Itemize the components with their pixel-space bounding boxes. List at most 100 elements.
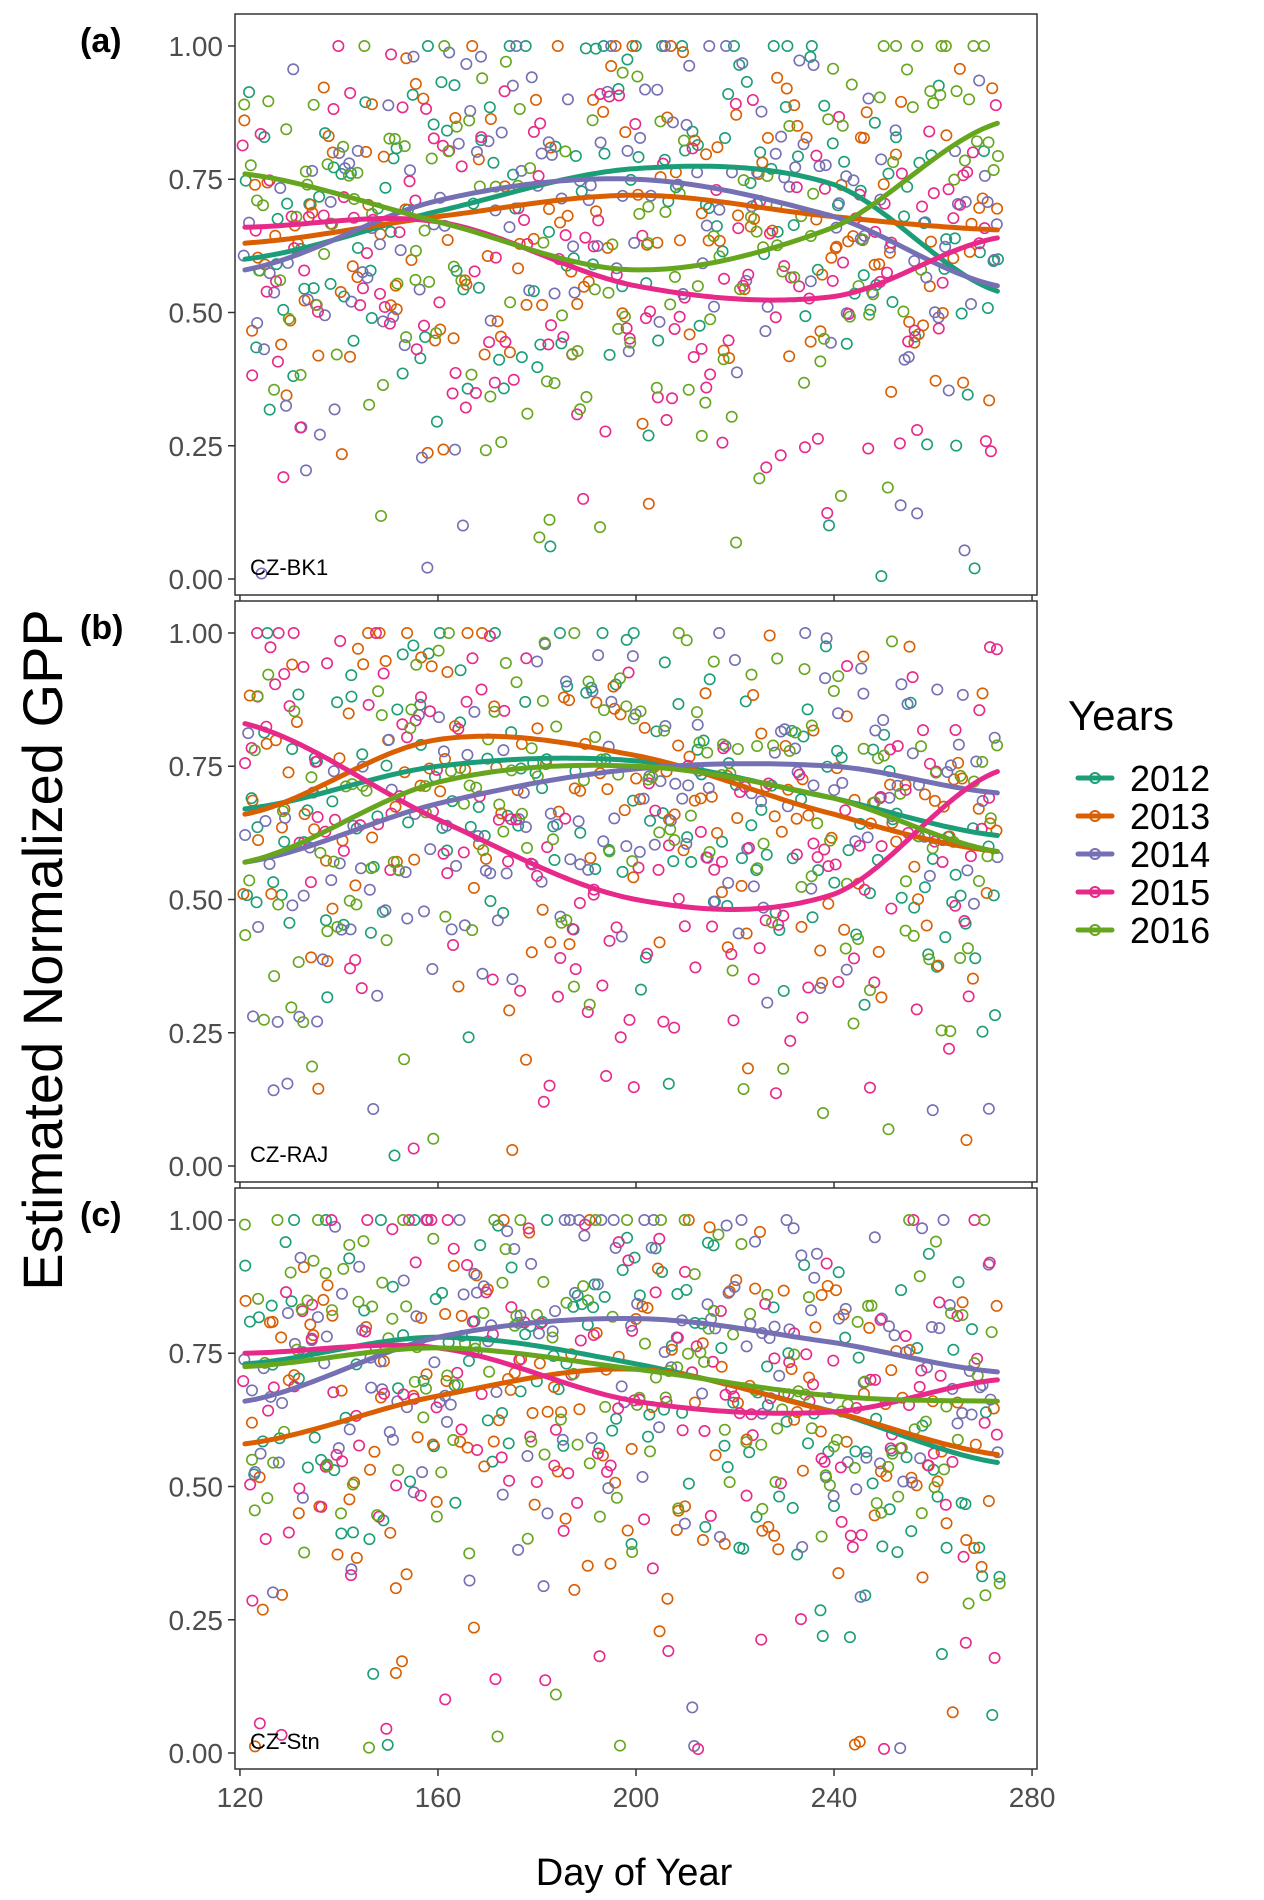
point-2013 bbox=[373, 626, 386, 639]
point-2014 bbox=[541, 1507, 554, 1520]
point-2012 bbox=[596, 626, 609, 639]
point-2015 bbox=[853, 839, 866, 852]
point-2015 bbox=[311, 305, 324, 318]
y-tick-label: 0.75 bbox=[169, 164, 224, 195]
point-2014 bbox=[551, 818, 564, 831]
point-2014 bbox=[735, 1213, 748, 1226]
point-2015 bbox=[692, 1743, 705, 1756]
point-2013 bbox=[761, 131, 774, 144]
point-2014 bbox=[353, 1260, 366, 1273]
point-2014 bbox=[413, 283, 426, 296]
point-2012 bbox=[969, 952, 982, 965]
point-2016 bbox=[735, 1237, 748, 1250]
point-2015 bbox=[569, 963, 582, 976]
point-2013 bbox=[668, 808, 681, 821]
point-2014 bbox=[311, 1015, 324, 1028]
point-2012 bbox=[699, 1520, 712, 1533]
point-2015 bbox=[878, 1742, 891, 1755]
point-2012 bbox=[335, 1527, 348, 1540]
point-2013 bbox=[740, 927, 753, 940]
point-2015 bbox=[592, 214, 605, 227]
point-2013 bbox=[940, 1517, 953, 1530]
point-2013 bbox=[317, 81, 330, 94]
point-2013 bbox=[266, 1315, 279, 1328]
point-2015 bbox=[620, 322, 633, 335]
point-2015 bbox=[790, 181, 803, 194]
point-2015 bbox=[959, 1636, 972, 1649]
point-2013 bbox=[889, 148, 902, 161]
point-2016 bbox=[745, 668, 758, 681]
point-2013 bbox=[884, 778, 897, 791]
point-2016 bbox=[360, 784, 373, 797]
point-2013 bbox=[800, 131, 813, 144]
point-2013 bbox=[768, 1529, 781, 1542]
point-2014 bbox=[678, 1517, 691, 1530]
point-2013 bbox=[768, 810, 781, 823]
point-2015 bbox=[641, 947, 654, 960]
point-2016 bbox=[863, 984, 876, 997]
point-2012 bbox=[940, 1541, 953, 1554]
point-2013 bbox=[237, 887, 250, 900]
point-2015 bbox=[746, 1429, 759, 1442]
point-2013 bbox=[541, 1405, 554, 1418]
point-2015 bbox=[480, 1286, 493, 1299]
point-2013 bbox=[430, 1495, 443, 1508]
point-2016 bbox=[268, 970, 281, 983]
point-2013 bbox=[730, 1274, 743, 1287]
point-2015 bbox=[885, 902, 898, 915]
y-tick-label: 0.75 bbox=[169, 1338, 224, 1369]
point-2014 bbox=[759, 325, 772, 338]
point-2012 bbox=[644, 814, 657, 827]
point-2016 bbox=[430, 1510, 443, 1523]
point-2014 bbox=[548, 287, 561, 300]
point-2015 bbox=[715, 855, 728, 868]
smooth-line-2016 bbox=[242, 120, 1000, 273]
point-2013 bbox=[957, 376, 970, 389]
point-2016 bbox=[757, 837, 770, 850]
point-2015 bbox=[304, 876, 317, 889]
point-2016 bbox=[901, 63, 914, 76]
point-2015 bbox=[983, 641, 996, 654]
point-2014 bbox=[902, 350, 915, 363]
point-2016 bbox=[915, 740, 928, 753]
point-2013 bbox=[503, 346, 516, 359]
point-2016 bbox=[294, 368, 307, 381]
point-2015 bbox=[469, 387, 482, 400]
point-2012 bbox=[686, 125, 699, 138]
point-2016 bbox=[873, 91, 886, 104]
point-2012 bbox=[381, 1738, 394, 1751]
point-2016 bbox=[783, 119, 796, 132]
point-2015 bbox=[638, 1513, 651, 1526]
point-2012 bbox=[388, 1149, 401, 1162]
point-2016 bbox=[285, 1001, 298, 1014]
point-2013 bbox=[322, 130, 335, 143]
point-2013 bbox=[700, 148, 713, 161]
point-2012 bbox=[718, 1439, 731, 1452]
point-2015 bbox=[355, 982, 368, 995]
point-2012 bbox=[351, 241, 364, 254]
point-2013 bbox=[439, 1308, 452, 1321]
point-2016 bbox=[911, 39, 924, 52]
point-2012 bbox=[954, 889, 967, 902]
point-2016 bbox=[410, 658, 423, 671]
point-2015 bbox=[353, 1439, 366, 1452]
point-2015 bbox=[505, 1301, 518, 1314]
point-2016 bbox=[819, 1469, 832, 1482]
point-2014 bbox=[787, 1222, 800, 1235]
point-2013 bbox=[441, 666, 454, 679]
point-2016 bbox=[375, 709, 388, 722]
point-2016 bbox=[944, 1025, 957, 1038]
point-2015 bbox=[768, 1352, 781, 1365]
point-2015 bbox=[629, 117, 642, 130]
point-2012 bbox=[448, 79, 461, 92]
point-2015 bbox=[906, 671, 919, 684]
point-2016 bbox=[271, 1213, 284, 1226]
point-2014 bbox=[659, 720, 672, 733]
point-2013 bbox=[721, 941, 734, 954]
point-2014 bbox=[621, 144, 634, 157]
point-2016 bbox=[927, 97, 940, 110]
point-2014 bbox=[875, 1312, 888, 1325]
point-2014 bbox=[476, 967, 489, 980]
point-2015 bbox=[657, 1015, 670, 1028]
point-2016 bbox=[358, 39, 371, 52]
